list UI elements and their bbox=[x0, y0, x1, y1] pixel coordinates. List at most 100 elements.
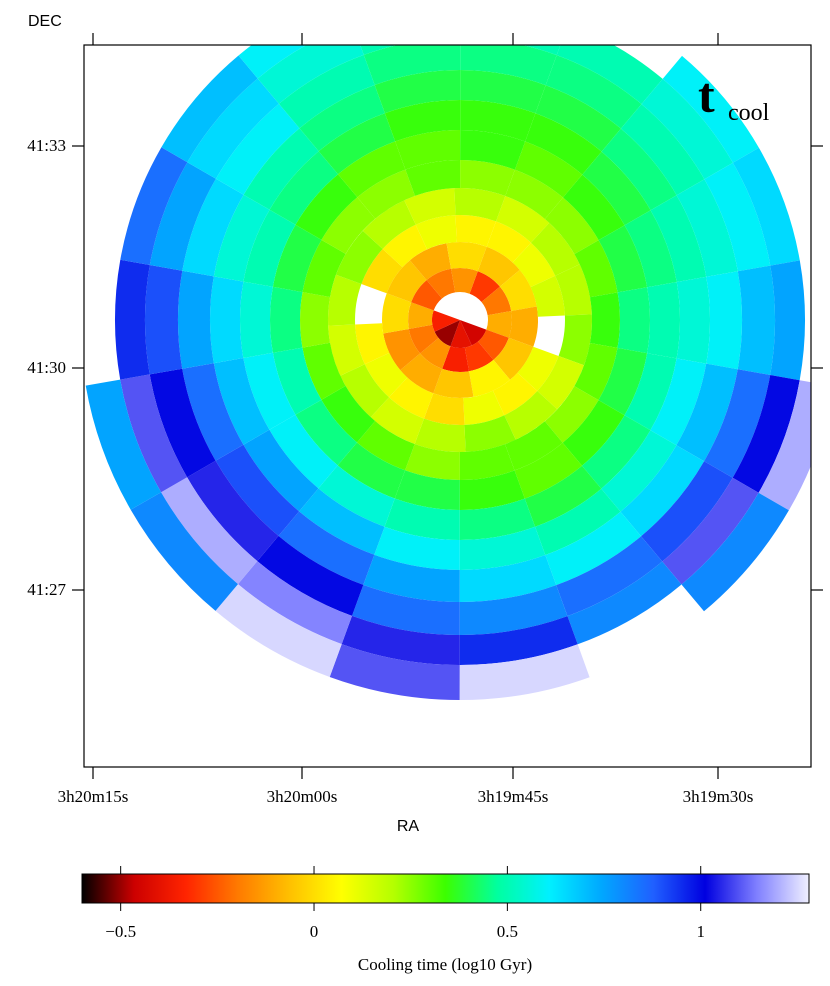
map-cell bbox=[459, 644, 590, 701]
map-cell bbox=[556, 45, 663, 105]
map-cell bbox=[414, 418, 466, 453]
map-cell bbox=[459, 526, 546, 571]
map-cell bbox=[161, 55, 258, 163]
map-cell bbox=[243, 429, 319, 512]
map-cell bbox=[662, 477, 759, 585]
map-cell bbox=[238, 561, 352, 645]
map-cell bbox=[574, 240, 618, 298]
x-axis-title: RA bbox=[397, 818, 420, 835]
map-cell bbox=[641, 78, 733, 180]
map-cell bbox=[582, 415, 651, 489]
map-cell bbox=[182, 178, 244, 277]
map-cell bbox=[732, 147, 800, 266]
map-cell bbox=[464, 341, 494, 372]
map-cell bbox=[442, 346, 469, 372]
y-tick-label: 41:27 bbox=[27, 580, 66, 599]
map-cell bbox=[737, 265, 776, 375]
map-cell bbox=[617, 287, 650, 354]
map-cell bbox=[187, 78, 279, 179]
map-cell bbox=[302, 342, 346, 400]
map-cell bbox=[650, 358, 707, 446]
map-cell bbox=[318, 465, 395, 527]
map-cell bbox=[459, 616, 578, 666]
map-cell bbox=[300, 292, 330, 348]
map-cell bbox=[555, 264, 592, 316]
map-cell bbox=[269, 151, 338, 225]
map-cell bbox=[120, 147, 188, 265]
map-cell bbox=[460, 320, 487, 346]
map-cell bbox=[704, 369, 771, 478]
map-cell bbox=[641, 461, 733, 562]
map-cell bbox=[382, 224, 428, 268]
map-cell bbox=[508, 306, 538, 347]
map-cell bbox=[243, 128, 319, 210]
map-cell bbox=[364, 352, 408, 398]
map-cell bbox=[590, 292, 620, 348]
map-cell bbox=[370, 397, 424, 444]
map-cell bbox=[321, 385, 376, 443]
map-cell bbox=[431, 310, 460, 332]
map-cell bbox=[478, 329, 509, 360]
map-cell bbox=[374, 526, 460, 570]
map-cell bbox=[460, 70, 546, 114]
map-cell bbox=[469, 359, 511, 397]
map-cell bbox=[455, 215, 496, 247]
axis-ticks: 3h20m15s 3h20m00s 3h19m45s 3h19m30s 41:33 41:… bbox=[27, 33, 823, 806]
map-cell bbox=[240, 281, 273, 358]
map-cell bbox=[215, 103, 300, 195]
colorbar-tick-label: −0.5 bbox=[105, 922, 136, 941]
map-cell bbox=[464, 415, 516, 452]
colorbar bbox=[81, 873, 810, 904]
map-cell bbox=[424, 393, 465, 425]
map-cell bbox=[531, 222, 580, 276]
map-cell bbox=[394, 470, 460, 510]
map-cell bbox=[295, 399, 357, 466]
map-cell bbox=[144, 265, 183, 375]
map-cell bbox=[504, 391, 558, 440]
map-cell bbox=[558, 314, 593, 366]
map-cell bbox=[676, 276, 710, 364]
map-cell bbox=[321, 197, 376, 254]
map-cell bbox=[624, 353, 677, 431]
map-cell bbox=[302, 239, 346, 297]
map-cell bbox=[460, 160, 515, 196]
map-cell bbox=[544, 197, 599, 255]
map-label-cool: cool bbox=[728, 100, 770, 126]
map-cell bbox=[337, 442, 406, 499]
map-label-t: t bbox=[698, 67, 715, 123]
x-tick-label: 3h19m30s bbox=[683, 787, 754, 806]
map-cell bbox=[459, 498, 536, 541]
map-cell bbox=[598, 225, 648, 293]
map-cell bbox=[187, 460, 279, 562]
map-cell bbox=[732, 375, 800, 493]
map-cell bbox=[601, 128, 677, 211]
map-cell bbox=[409, 243, 451, 281]
map-cell bbox=[517, 346, 559, 391]
map-cell bbox=[460, 45, 557, 86]
map-cell bbox=[318, 113, 396, 175]
map-cell bbox=[434, 320, 460, 347]
colorbar-tick-label: 0 bbox=[310, 922, 319, 941]
map-cell bbox=[492, 372, 538, 416]
map-cell bbox=[545, 55, 642, 129]
map-cell bbox=[210, 276, 244, 364]
map-cell bbox=[329, 644, 460, 700]
map-cell bbox=[505, 169, 563, 219]
map-cell bbox=[493, 337, 534, 380]
map-cell bbox=[405, 159, 461, 196]
map-cell bbox=[469, 271, 500, 302]
map-cell bbox=[454, 187, 506, 222]
y-tick-label: 41:30 bbox=[27, 358, 66, 377]
map-cell bbox=[360, 45, 398, 55]
map-cell bbox=[272, 224, 322, 293]
map-cell bbox=[363, 45, 461, 85]
map-cell bbox=[328, 324, 365, 376]
map-cell bbox=[486, 311, 512, 338]
map-cell bbox=[535, 488, 621, 555]
map-cell bbox=[562, 400, 625, 466]
map-cell bbox=[149, 368, 216, 478]
map-cell bbox=[514, 141, 583, 198]
map-cell bbox=[647, 282, 680, 359]
map-cell bbox=[384, 498, 460, 540]
